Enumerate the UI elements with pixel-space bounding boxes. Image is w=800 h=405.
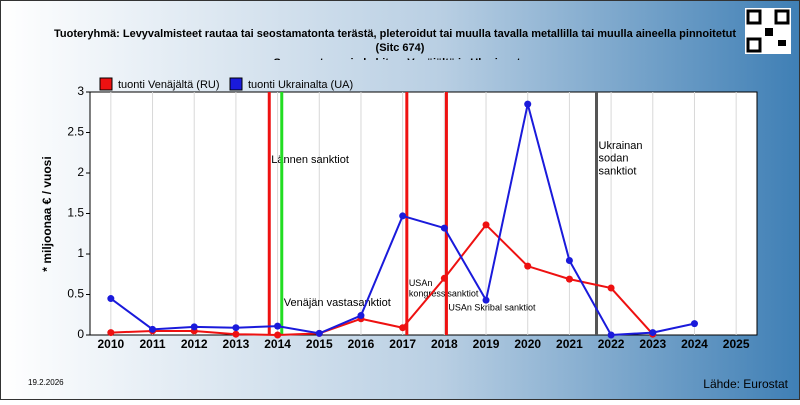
point (232, 324, 240, 332)
y-tick-label: 1 (77, 246, 84, 260)
event-label: Ukrainan sodan sanktiot (599, 140, 643, 177)
y-tick-label: 0 (77, 327, 84, 341)
event-label: USAn Skribal sanktiot (448, 302, 536, 312)
y-tick-label: 1.5 (67, 206, 84, 220)
point (482, 221, 490, 229)
point (357, 312, 365, 320)
y-tick-label: 2.5 (67, 125, 84, 139)
plot-area (89, 91, 758, 336)
point (607, 331, 615, 339)
point (607, 284, 615, 292)
point (107, 295, 115, 303)
x-tick-label: 2022 (598, 337, 625, 351)
legend-label: tuonti Ukrainalta (UA) (248, 79, 353, 91)
point (690, 320, 698, 328)
event-label: Venäjän vastasanktiot (284, 297, 391, 309)
point (315, 329, 323, 337)
chart-title: Tuoteryhmä: Levyvalmisteet rautaa tai se… (54, 28, 736, 40)
x-tick-label: 2023 (639, 337, 666, 351)
x-tick-label: 2024 (681, 337, 708, 351)
point (399, 212, 407, 220)
chart-subtitle2: Suomen tuonnin kehitys, Venäjältä ja Ukr… (273, 57, 527, 69)
point (149, 325, 157, 333)
qr-code (745, 8, 791, 54)
x-tick-label: 2012 (181, 337, 208, 351)
legend-swatch (99, 77, 113, 91)
x-tick-label: 2016 (348, 337, 375, 351)
date: 19.2.2026 (28, 378, 64, 387)
chart-subtitle: (Sitc 674) (376, 42, 425, 54)
x-tick-label: 2011 (140, 337, 166, 351)
point (190, 323, 198, 331)
point (274, 331, 282, 339)
y-axis-label: * miljoonaa € / vuosi (40, 156, 54, 271)
point (399, 324, 407, 332)
x-tick-label: 2015 (306, 337, 333, 351)
point (440, 274, 448, 282)
x-tick-label: 2010 (97, 337, 124, 351)
y-tick-label: 2 (77, 165, 84, 179)
event-label: USAn kongressisanktiot (409, 278, 479, 298)
point (440, 224, 448, 232)
point (274, 322, 282, 330)
point (482, 296, 490, 304)
point (565, 256, 573, 264)
point (524, 262, 532, 270)
x-tick-label: 2020 (514, 337, 541, 351)
source: Lähde: Eurostat (703, 377, 788, 391)
x-tick-label: 2018 (431, 337, 458, 351)
y-tick-label: 3 (77, 84, 84, 98)
series-line (110, 223, 654, 337)
x-tick-label: 2017 (389, 337, 416, 351)
x-tick-label: 2019 (473, 337, 500, 351)
point (107, 329, 115, 337)
point (565, 275, 573, 283)
point (232, 330, 240, 338)
legend-swatch (229, 77, 243, 91)
legend-label: tuonti Venäjältä (RU) (118, 79, 220, 91)
point (649, 329, 657, 337)
x-tick-label: 2025 (723, 337, 750, 351)
x-tick-label: 2014 (264, 337, 291, 351)
y-tick-label: 0.5 (67, 287, 84, 301)
event-label: Lännen sanktiot (271, 154, 349, 166)
x-tick-label: 2021 (556, 337, 583, 351)
x-tick-label: 2013 (223, 337, 250, 351)
point (524, 100, 532, 108)
